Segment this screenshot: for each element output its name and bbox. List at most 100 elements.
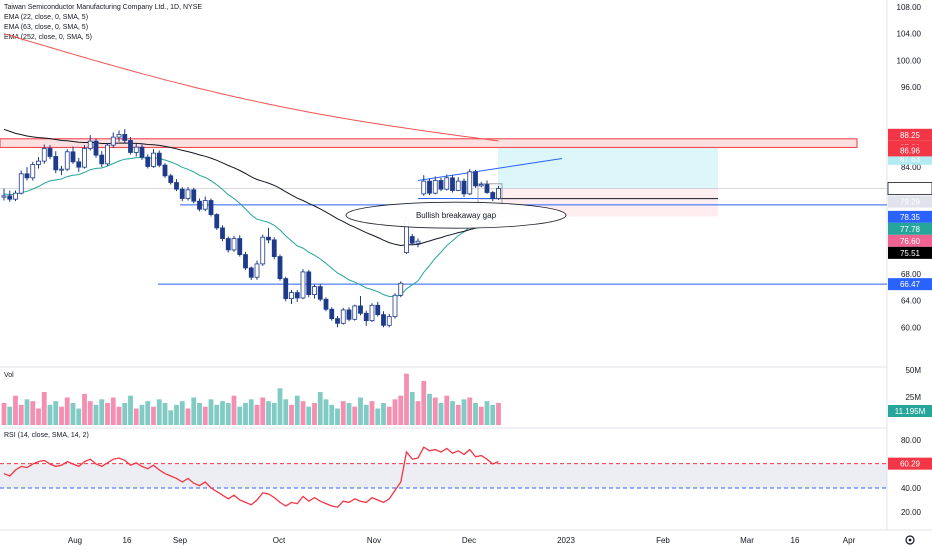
volume-bar xyxy=(93,404,99,425)
candle-body xyxy=(271,239,277,257)
candle-body xyxy=(191,189,197,202)
candle-body xyxy=(323,298,329,310)
volume-bar xyxy=(358,397,363,425)
candle-body xyxy=(467,171,473,195)
volume-bar xyxy=(427,393,432,425)
volume-bar xyxy=(220,401,225,425)
candle-body xyxy=(122,134,128,141)
volume-bar xyxy=(450,401,455,425)
volume-bar xyxy=(432,397,438,425)
time-tick: Aug xyxy=(68,536,82,545)
volume-bar xyxy=(381,403,386,425)
time-tick: Nov xyxy=(367,536,381,545)
candle-body xyxy=(1,195,7,198)
candle-body xyxy=(398,282,404,296)
candle-body xyxy=(36,160,41,165)
candle-body xyxy=(461,180,467,195)
volume-bar xyxy=(1,403,7,425)
candle-body xyxy=(444,177,450,190)
candle-body xyxy=(214,214,220,229)
candle-body xyxy=(358,305,363,314)
volume-bar xyxy=(122,403,128,425)
volume-bar xyxy=(156,399,162,425)
ema-22-legend[interactable]: EMA (22, close, 0, SMA, 5) xyxy=(4,14,89,21)
candle-body xyxy=(300,271,306,299)
volume-bar xyxy=(421,381,427,425)
volume-bar xyxy=(145,401,151,425)
price-tick: 84.00 xyxy=(901,163,922,172)
ema-63-legend[interactable]: EMA (63, close, 0, SMA, 5) xyxy=(4,24,89,31)
volume-tag xyxy=(888,405,932,417)
volume-bar xyxy=(473,403,478,425)
volume-bar xyxy=(13,395,18,425)
candle-body xyxy=(340,309,346,324)
chart-legend: Taiwan Semiconductor Manufacturing Compa… xyxy=(4,3,202,43)
candle-body xyxy=(312,286,317,296)
candle-body xyxy=(254,263,260,278)
rsi-tag xyxy=(888,457,932,470)
ema-252-legend[interactable]: EMA (252, close, 0, SMA, 5) xyxy=(4,34,92,41)
resistance-zone xyxy=(0,138,858,148)
price-tag xyxy=(888,195,932,208)
volume-bar xyxy=(36,408,41,425)
candle-body xyxy=(484,184,490,193)
volume-bar xyxy=(478,406,484,425)
rsi-tick: 80.00 xyxy=(901,436,922,445)
volume-bar xyxy=(294,395,300,425)
candle-body xyxy=(208,200,214,215)
volume-bar xyxy=(208,399,214,425)
candle-body xyxy=(473,171,478,187)
annotation-label: Bullish breakaway gap xyxy=(416,211,497,220)
ema-22-line xyxy=(3,157,499,298)
settings-icon[interactable] xyxy=(905,535,915,545)
candle-body xyxy=(156,152,162,166)
candle-body xyxy=(375,304,381,316)
volume-bar xyxy=(277,388,283,425)
price-tag-label: 80.80 xyxy=(900,185,921,194)
candle-body xyxy=(352,305,358,320)
price-tag xyxy=(888,246,932,259)
volume-bar xyxy=(317,392,323,425)
candle-body xyxy=(421,180,427,195)
volume-legend[interactable]: Vol xyxy=(4,372,14,379)
volume-bar xyxy=(329,404,335,425)
volume-bar xyxy=(139,404,145,425)
candle-body xyxy=(231,238,237,251)
volume-bar xyxy=(369,401,375,425)
volume-bar xyxy=(300,401,306,425)
price-tag xyxy=(887,182,932,195)
volume-bar xyxy=(260,397,266,425)
volume-bar xyxy=(266,401,271,425)
candle-body xyxy=(30,164,36,179)
candle-body xyxy=(237,238,243,255)
candle-body xyxy=(438,180,444,190)
annotation-ellipse xyxy=(345,201,567,229)
volume-bar xyxy=(289,404,294,425)
candle-body xyxy=(162,164,168,177)
candle-body xyxy=(266,236,271,241)
candle-body xyxy=(64,151,70,170)
volume-tick: 50M xyxy=(905,366,921,375)
candle-body xyxy=(185,189,191,199)
volume-bar xyxy=(225,403,231,425)
volume-bar xyxy=(87,401,93,425)
candle-body xyxy=(283,278,289,300)
volume-bar xyxy=(312,403,317,425)
volume-bar xyxy=(352,406,358,425)
volume-bar xyxy=(392,399,398,425)
symbol-title[interactable]: Taiwan Semiconductor Manufacturing Compa… xyxy=(4,4,203,11)
rsi-legend[interactable]: RSI (14, close, SMA, 14, 2) xyxy=(4,432,89,439)
volume-bar xyxy=(30,401,36,425)
volume-bar xyxy=(47,404,53,425)
candle-body xyxy=(87,140,93,149)
price-tag-label: 88.25 xyxy=(900,131,921,140)
volume-bar xyxy=(168,410,174,425)
volume-bar xyxy=(41,392,47,425)
price-tick: 64.00 xyxy=(901,297,922,306)
volume-bar xyxy=(53,401,59,425)
volume-bar xyxy=(133,408,139,425)
volume-bar xyxy=(214,404,220,425)
candle-body xyxy=(478,184,484,187)
volume-bar xyxy=(404,373,409,425)
